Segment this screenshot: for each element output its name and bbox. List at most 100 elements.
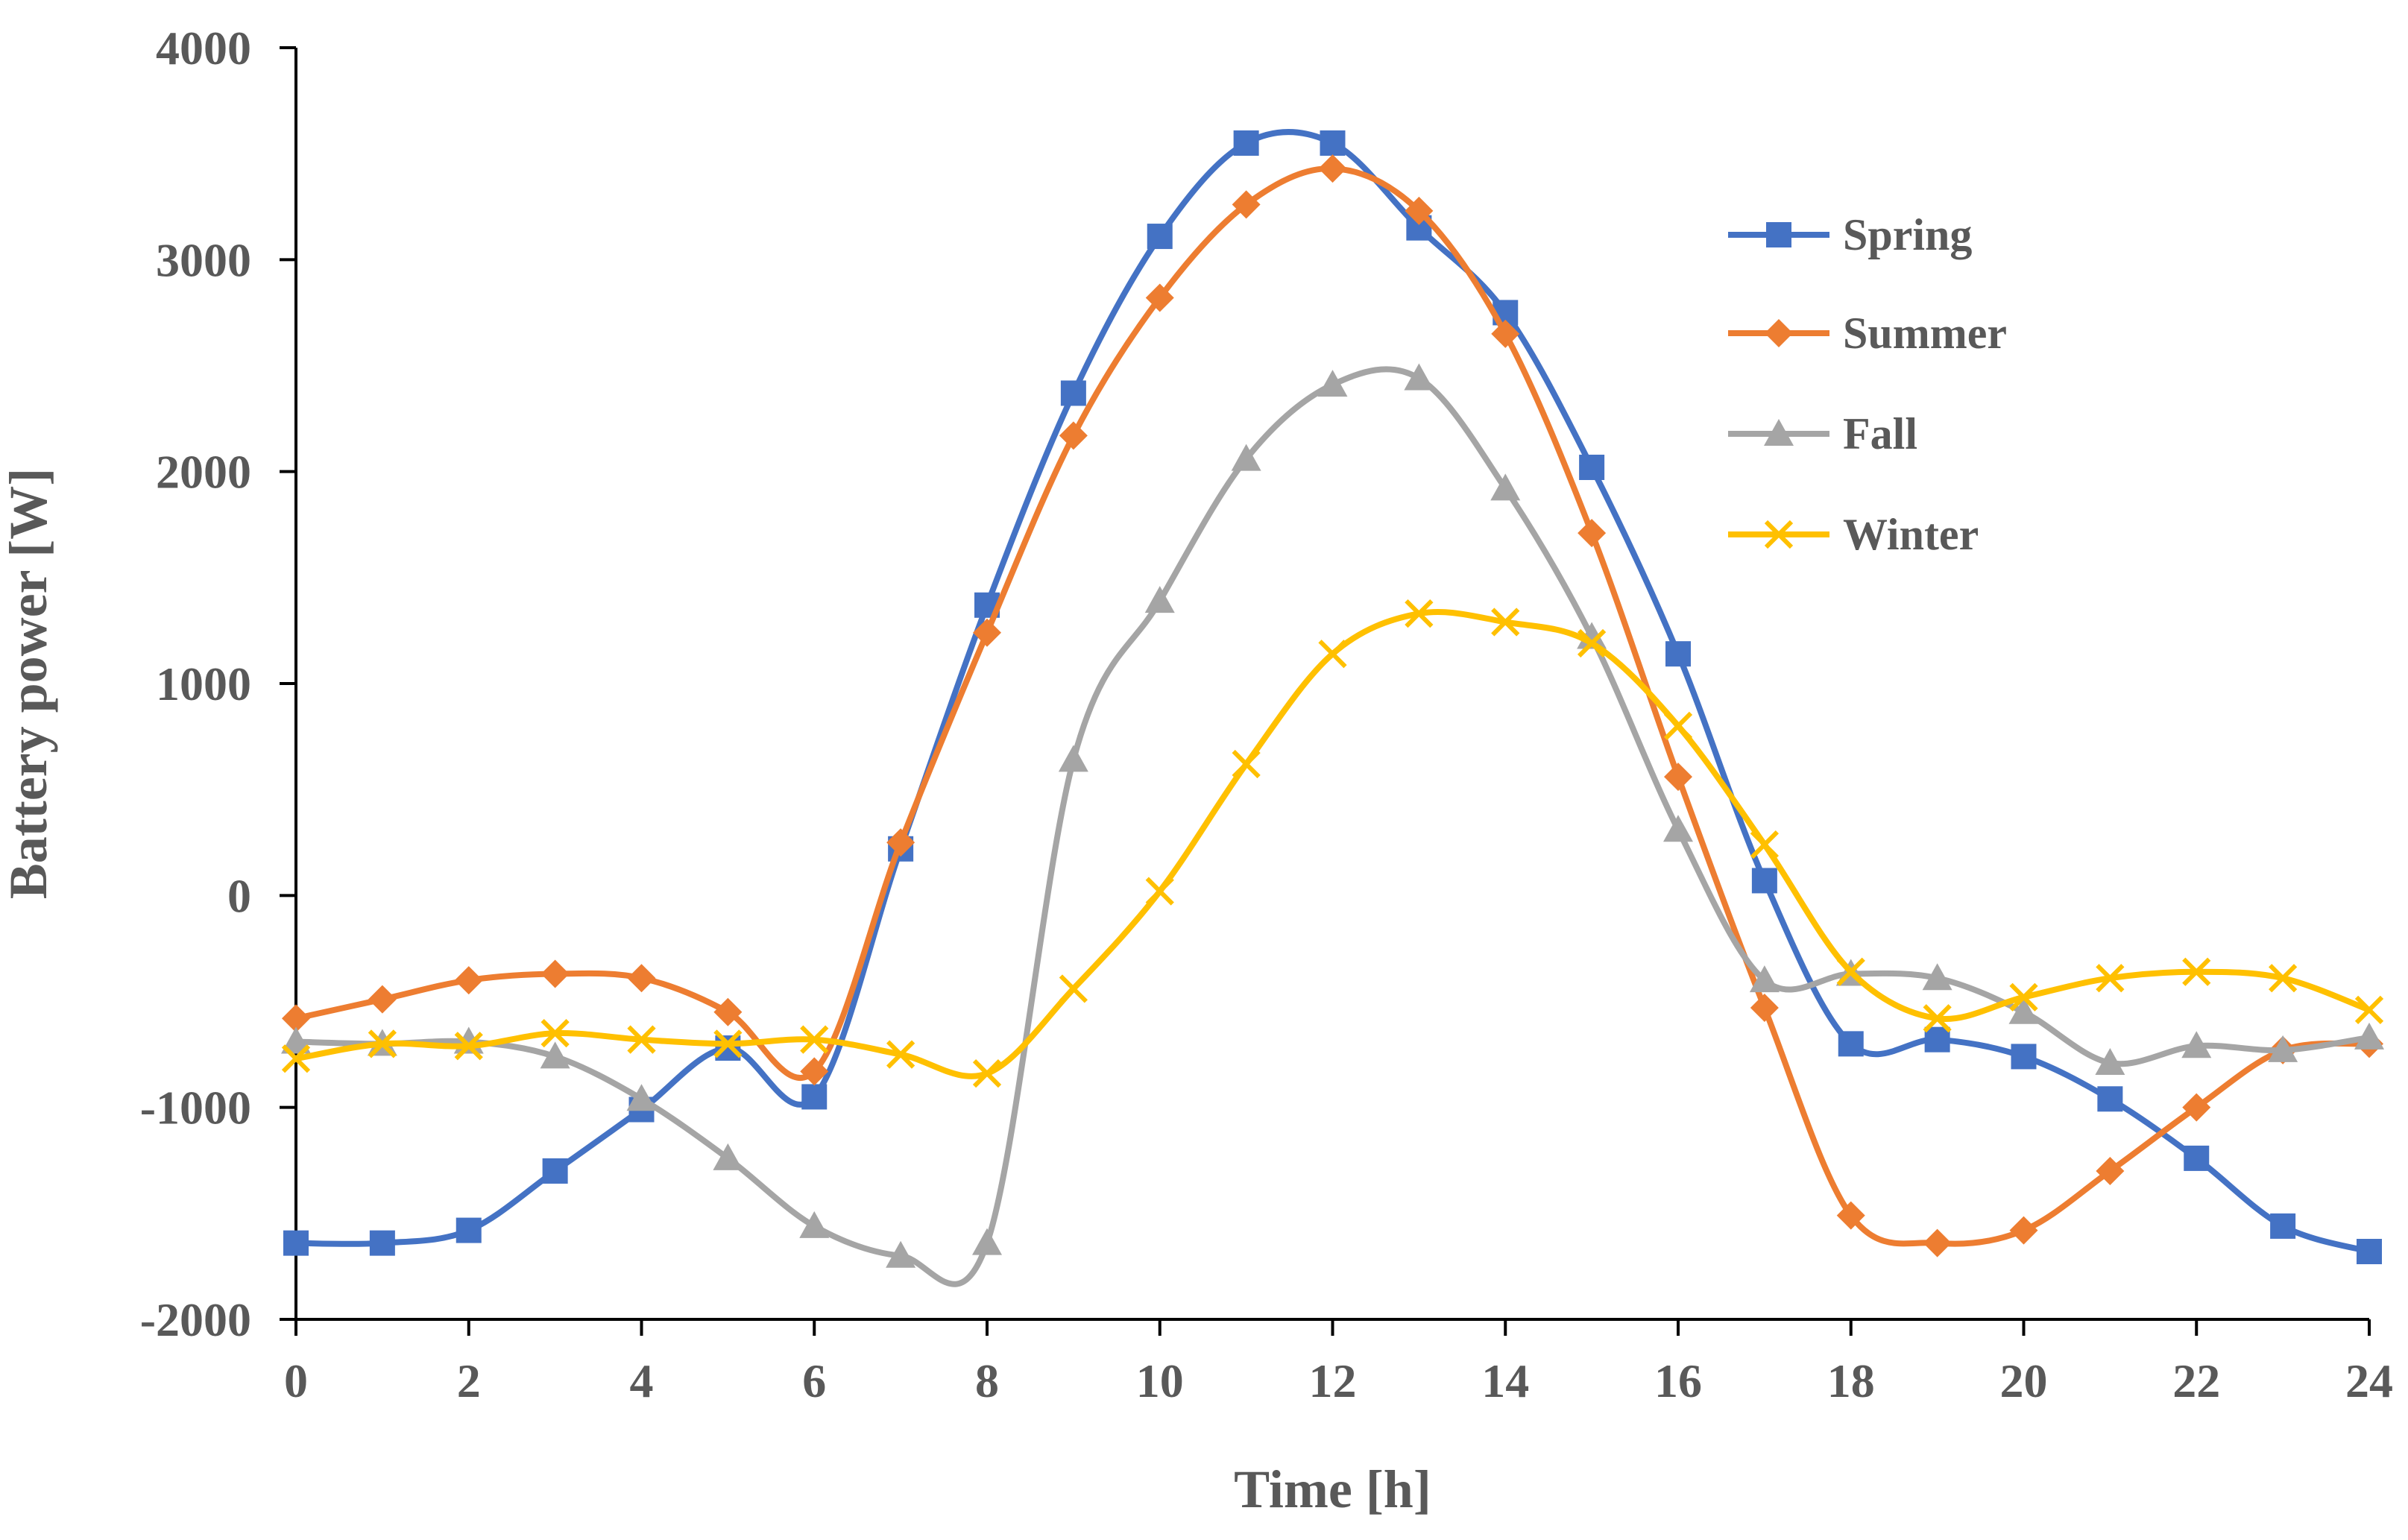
data-point-summer xyxy=(540,959,570,988)
y-ticks: -2000 -1000 0 1000 2000 3000 4000 xyxy=(140,22,296,1346)
y-tick-label: 1000 xyxy=(156,657,251,710)
data-point-winter xyxy=(2096,964,2125,993)
x-tick-label: 6 xyxy=(802,1354,826,1407)
data-point-fall xyxy=(540,1041,570,1069)
legend-marker-spring xyxy=(1766,222,1791,247)
data-point-winter xyxy=(1405,599,1434,628)
data-point-spring xyxy=(715,1035,741,1061)
x-tick-label: 8 xyxy=(975,1354,999,1407)
data-point-summer xyxy=(800,1057,829,1086)
x-ticks: 0 2 4 6 8 10 12 14 16 18 20 22 24 xyxy=(284,1319,2393,1407)
legend-marker-winter xyxy=(1764,520,1794,549)
data-point-winter xyxy=(1663,711,1693,740)
data-point-fall xyxy=(799,1211,830,1238)
data-point-fall xyxy=(713,1143,743,1170)
data-point-summer xyxy=(1664,763,1692,792)
data-point-winter xyxy=(713,1029,743,1058)
data-point-spring xyxy=(1924,1026,1950,1053)
data-point-spring xyxy=(1147,224,1173,250)
data-point-summer xyxy=(1059,421,1088,450)
data-point-fall xyxy=(886,1240,916,1268)
data-point-fall xyxy=(626,1084,657,1111)
x-tick-label: 10 xyxy=(1136,1354,1184,1407)
data-point-summer xyxy=(1750,994,1779,1023)
legend-label-winter: Winter xyxy=(1843,510,1979,559)
y-tick-label: -2000 xyxy=(140,1293,251,1346)
data-point-summer xyxy=(454,966,483,995)
data-point-spring xyxy=(1060,380,1086,406)
data-point-spring xyxy=(1751,868,1777,894)
data-point-winter xyxy=(1923,1004,1952,1033)
data-point-fall xyxy=(2008,997,2039,1024)
data-point-spring xyxy=(1320,130,1346,156)
data-point-summer xyxy=(1405,196,1434,225)
data-point-summer xyxy=(368,985,397,1014)
data-point-summer xyxy=(627,964,656,993)
data-point-spring xyxy=(2184,1145,2210,1171)
data-point-winter xyxy=(1578,628,1607,658)
data-point-spring xyxy=(1838,1031,1864,1057)
data-point-summer xyxy=(713,997,743,1026)
legend-item-summer: Summer xyxy=(1728,309,2007,358)
data-point-fall xyxy=(1231,444,1261,471)
data-point-winter xyxy=(281,1044,311,1073)
x-tick-label: 24 xyxy=(2345,1354,2393,1407)
data-point-summer xyxy=(1836,1201,1865,1230)
x-tick-label: 0 xyxy=(284,1354,308,1407)
data-point-summer xyxy=(1318,154,1347,183)
data-point-summer xyxy=(282,1004,310,1033)
series-fall xyxy=(281,363,2384,1287)
legend-item-spring: Spring xyxy=(1728,210,1972,259)
data-point-spring xyxy=(2097,1086,2123,1112)
legend-label-summer: Summer xyxy=(1843,309,2007,358)
data-point-fall xyxy=(281,1026,311,1054)
y-tick-label: 2000 xyxy=(156,446,251,499)
y-tick-label: 3000 xyxy=(156,233,251,286)
legend: Spring Summer Fall Winter xyxy=(1728,210,2007,559)
series-line-spring xyxy=(295,129,2371,1255)
series-spring xyxy=(283,129,2382,1265)
legend-label-spring: Spring xyxy=(1843,210,1972,259)
data-point-spring xyxy=(456,1217,482,1243)
data-point-spring xyxy=(369,1230,395,1256)
y-tick-label: 4000 xyxy=(156,22,251,75)
data-point-winter xyxy=(1232,749,1261,779)
series-winter xyxy=(281,599,2384,1088)
x-tick-label: 14 xyxy=(1481,1354,1529,1407)
data-point-summer xyxy=(1923,1228,1952,1257)
data-point-winter xyxy=(368,1029,397,1058)
data-point-summer xyxy=(886,828,915,857)
x-tick-label: 12 xyxy=(1309,1354,1357,1407)
data-point-winter xyxy=(1059,974,1088,1003)
data-point-fall xyxy=(1922,963,1952,991)
data-point-summer xyxy=(1491,319,1520,348)
data-point-spring xyxy=(283,1230,309,1256)
data-point-summer xyxy=(2096,1156,2125,1185)
y-axis-title: Battery power [W] xyxy=(0,468,58,900)
data-point-winter xyxy=(454,1032,483,1061)
data-point-summer xyxy=(973,618,1001,647)
data-point-winter xyxy=(886,1040,915,1069)
data-point-fall xyxy=(1144,586,1175,613)
data-point-fall xyxy=(2354,1022,2384,1050)
data-point-spring xyxy=(801,1084,828,1110)
data-point-spring xyxy=(1665,641,1691,667)
data-point-winter xyxy=(2182,957,2211,986)
data-point-summer xyxy=(2009,1216,2038,1245)
data-point-fall xyxy=(1058,745,1088,772)
data-point-fall xyxy=(1404,363,1434,391)
data-point-winter xyxy=(800,1025,829,1054)
data-point-winter xyxy=(2269,964,2298,993)
data-point-winter xyxy=(627,1025,656,1054)
data-point-winter xyxy=(1491,608,1520,637)
data-point-winter xyxy=(2009,982,2038,1012)
x-tick-label: 2 xyxy=(457,1354,481,1407)
data-point-fall xyxy=(2095,1047,2125,1075)
x-tick-label: 16 xyxy=(1654,1354,1702,1407)
legend-marker-fall xyxy=(1764,419,1794,446)
data-point-spring xyxy=(1579,454,1605,480)
data-point-spring xyxy=(2357,1239,2382,1265)
